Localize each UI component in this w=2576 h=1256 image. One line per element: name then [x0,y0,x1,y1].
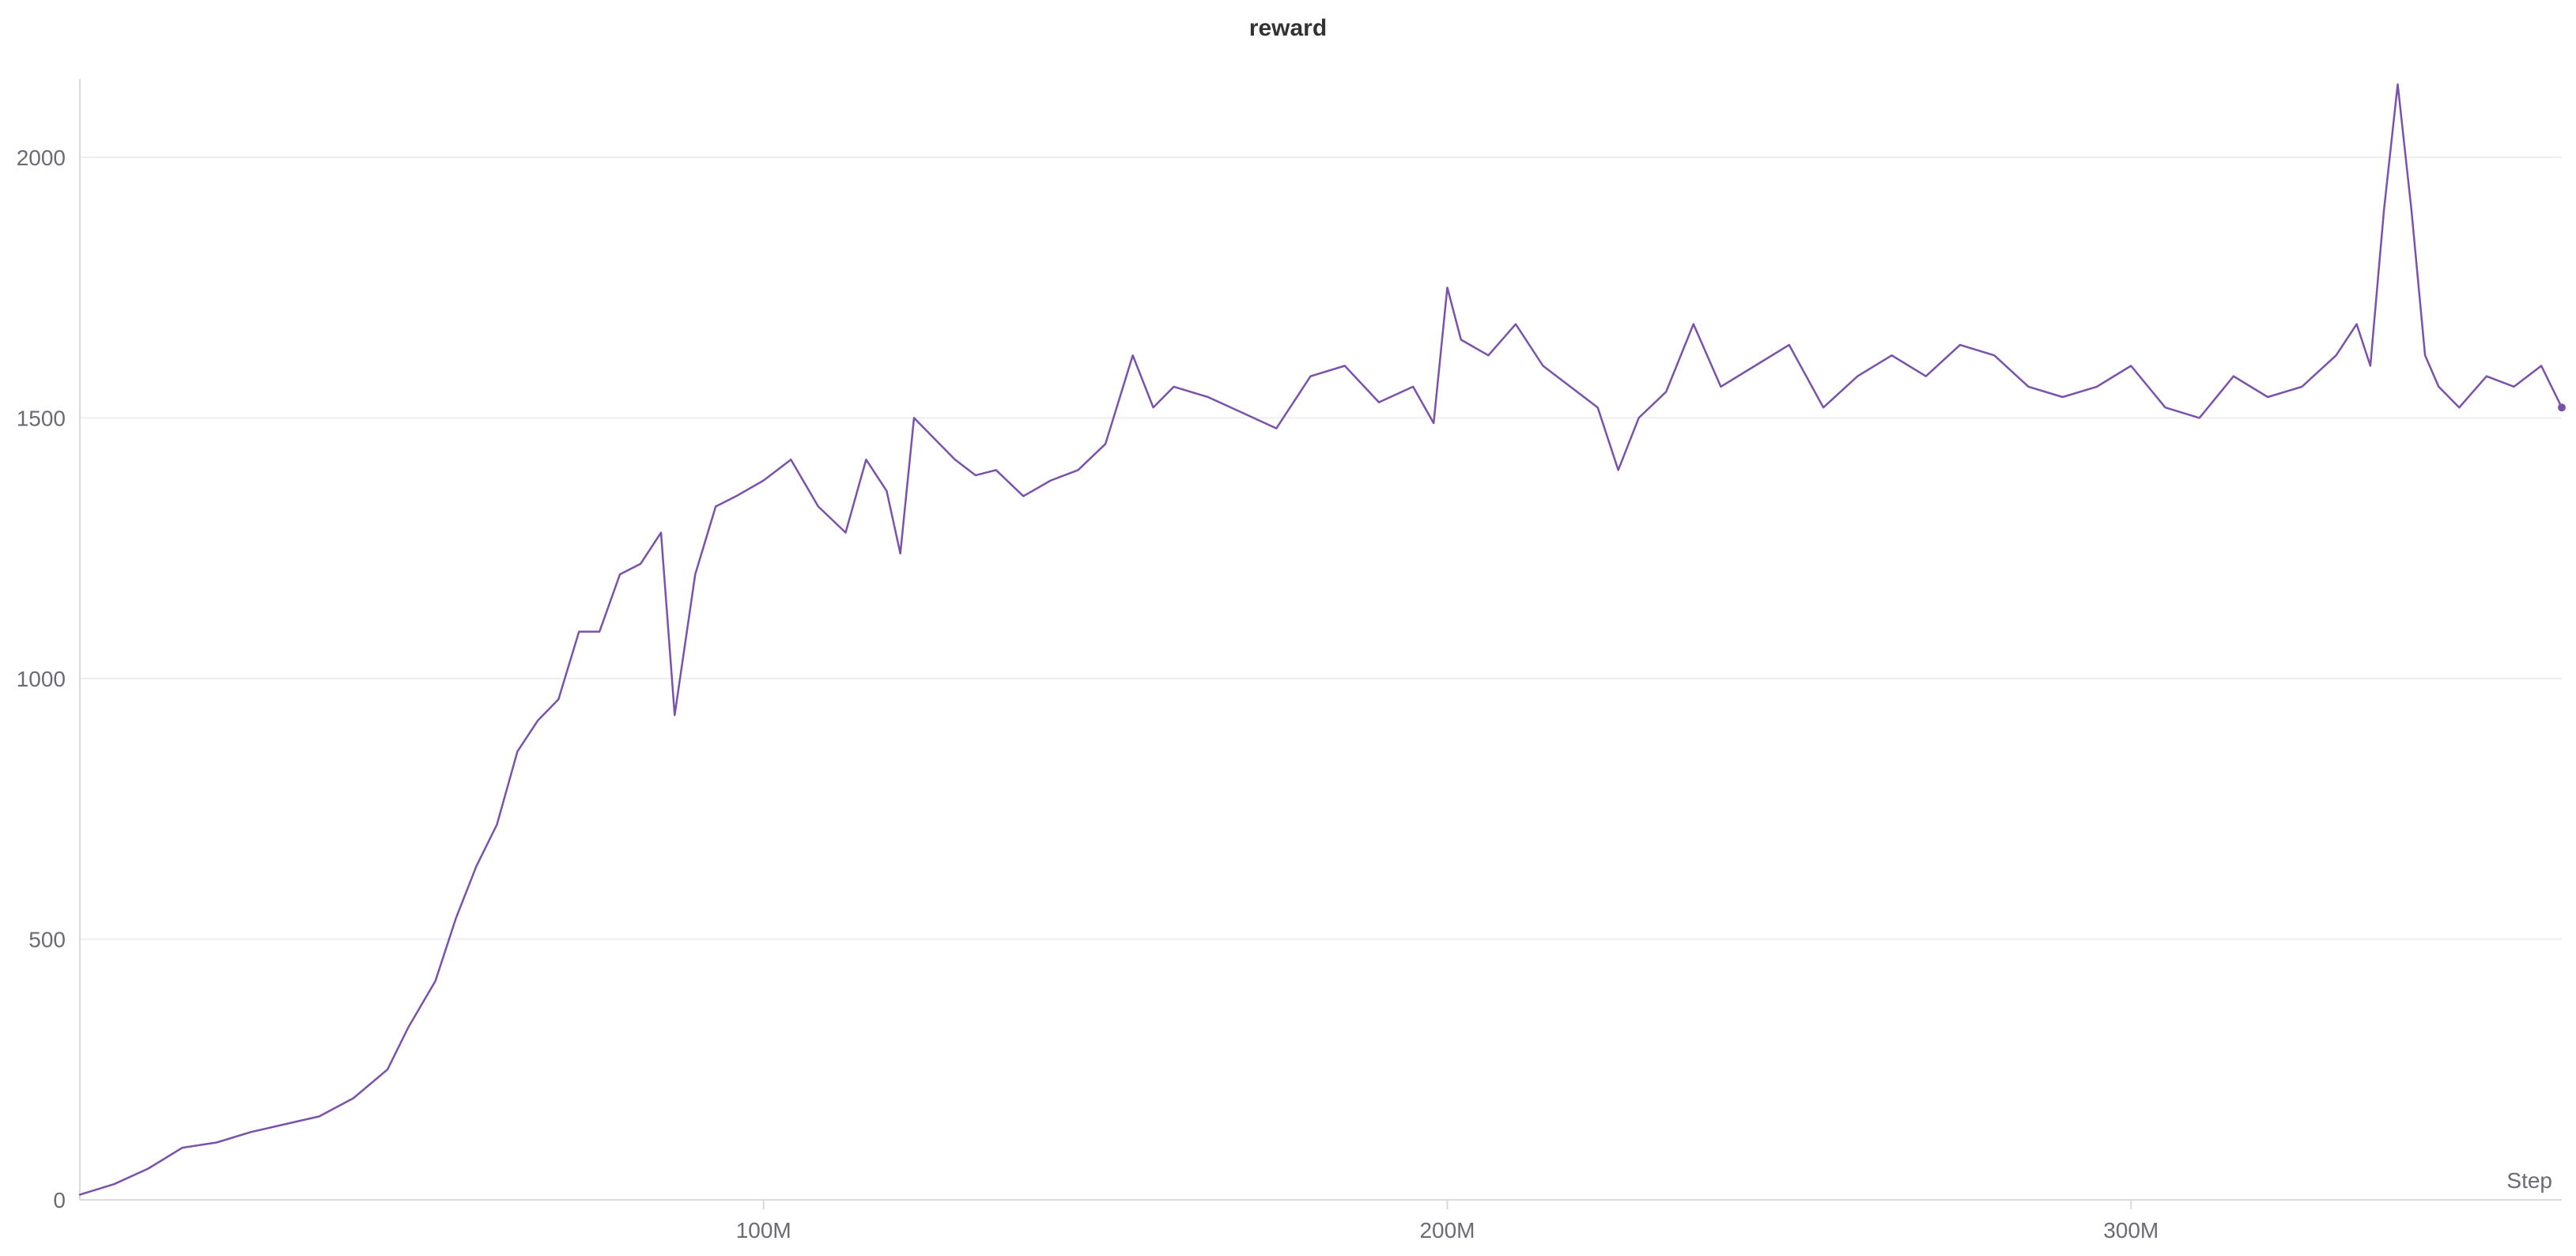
y-tick-label: 500 [28,927,66,951]
x-axis-ticks: 100M 200M 300M [736,1200,2159,1243]
chart-title: reward [1249,15,1327,41]
x-tick-label: 200M [1419,1218,1475,1243]
y-tick-label: 0 [53,1188,66,1212]
x-axis-label: Step [2506,1168,2552,1193]
y-tick-label: 1000 [17,667,66,691]
y-tick-label: 1500 [17,406,66,430]
x-tick-label: 100M [736,1218,791,1243]
axes [79,79,2562,1201]
series-line [78,83,2563,1196]
series-point [2558,403,2566,412]
gridlines [80,156,2562,940]
series-layer [78,83,2566,1196]
y-tick-label: 2000 [17,146,66,170]
x-tick-label: 300M [2103,1218,2159,1243]
y-axis-ticks: 0 500 1000 1500 2000 [17,146,66,1212]
